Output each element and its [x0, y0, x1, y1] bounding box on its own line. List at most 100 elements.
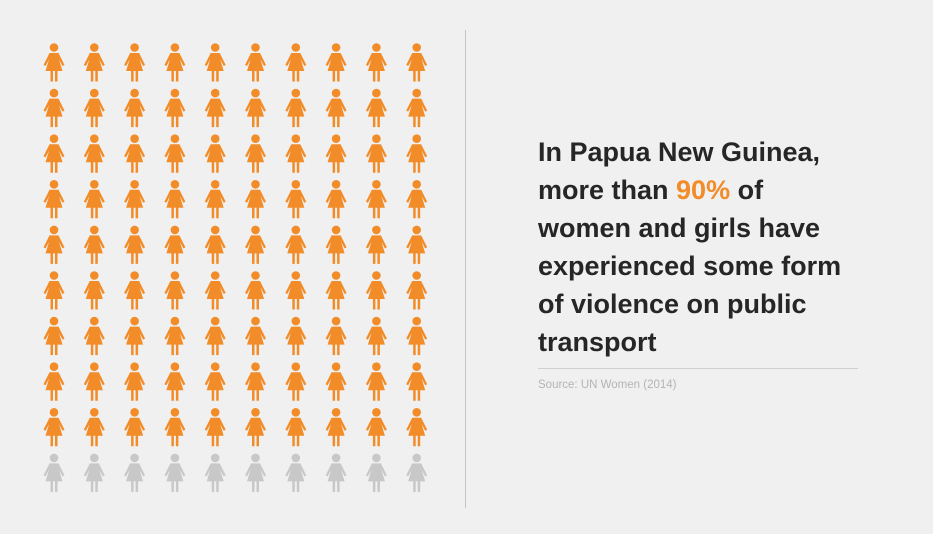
headline: In Papua New Guinea, more than 90% of wo…: [538, 133, 898, 361]
woman-icon-filled: [204, 180, 226, 219]
highlight-percent: 90%: [676, 175, 731, 205]
woman-icon-filled: [204, 362, 226, 401]
woman-icon-filled: [365, 408, 387, 447]
woman-icon-filled: [43, 225, 65, 264]
woman-icon-filled: [285, 180, 307, 219]
woman-icon-filled: [325, 408, 347, 447]
woman-icon-filled: [83, 316, 105, 356]
woman-icon-filled: [204, 271, 226, 310]
woman-icon-filled: [124, 225, 146, 264]
woman-icon-empty: [164, 453, 186, 492]
woman-icon-filled: [285, 316, 307, 356]
woman-icon-filled: [83, 271, 105, 310]
woman-icon-empty: [406, 453, 428, 492]
woman-icon-filled: [365, 225, 387, 264]
woman-icon-filled: [365, 43, 387, 82]
woman-icon-filled: [285, 88, 307, 128]
woman-icon-filled: [285, 225, 307, 264]
woman-icon-filled: [164, 362, 186, 401]
woman-icon-filled: [83, 43, 105, 82]
woman-icon-filled: [164, 225, 186, 264]
woman-icon-filled: [285, 134, 307, 173]
woman-icon-filled: [365, 88, 387, 128]
woman-icon-filled: [325, 362, 347, 401]
headline-line-2-suffix: of: [730, 175, 764, 205]
woman-icon-filled: [325, 43, 347, 82]
woman-icon-filled: [365, 362, 387, 401]
woman-icon-filled: [325, 225, 347, 264]
woman-icon-filled: [43, 88, 65, 128]
woman-icon-filled: [204, 316, 226, 356]
woman-icon-empty: [124, 453, 146, 492]
woman-icon-filled: [83, 408, 105, 447]
woman-icon-filled: [164, 271, 186, 310]
woman-icon-filled: [406, 271, 428, 310]
woman-icon-filled: [43, 43, 65, 82]
woman-icon-filled: [124, 88, 146, 128]
woman-icon-filled: [406, 362, 428, 401]
horizontal-rule: [538, 368, 858, 369]
woman-icon-filled: [245, 180, 266, 219]
woman-icon-filled: [204, 408, 226, 447]
woman-icon-filled: [245, 88, 266, 128]
woman-icon-filled: [164, 408, 186, 447]
woman-icon-filled: [204, 134, 226, 173]
woman-icon-filled: [365, 271, 387, 310]
woman-icon-filled: [204, 43, 226, 82]
woman-icon-filled: [204, 225, 226, 264]
headline-line-4: experienced some form: [538, 251, 842, 281]
woman-icon-empty: [285, 453, 307, 492]
headline-line-2-prefix: more than: [538, 175, 677, 205]
woman-icon-filled: [204, 88, 226, 128]
woman-icon-filled: [245, 316, 266, 356]
woman-icon-filled: [325, 316, 347, 356]
woman-icon-filled: [124, 43, 146, 82]
woman-icon-filled: [406, 225, 428, 264]
woman-icon-filled: [406, 408, 428, 447]
headline-line-5: of violence on public: [538, 289, 807, 319]
woman-icon-filled: [124, 134, 146, 173]
woman-icon-empty: [83, 453, 105, 492]
woman-icon-empty: [43, 453, 65, 492]
woman-icon-filled: [83, 225, 105, 264]
woman-icon-filled: [406, 88, 428, 128]
woman-icon-filled: [325, 88, 347, 128]
woman-icon-filled: [245, 134, 266, 173]
woman-icon-filled: [83, 88, 105, 128]
woman-icon-filled: [124, 408, 146, 447]
woman-icon-empty: [204, 453, 226, 492]
vertical-divider: [465, 30, 466, 508]
woman-icon-filled: [365, 134, 387, 173]
woman-icon-filled: [406, 316, 428, 356]
woman-icon-filled: [245, 225, 266, 264]
woman-icon-filled: [164, 134, 186, 173]
woman-icon-filled: [43, 180, 65, 219]
woman-icon-filled: [285, 271, 307, 310]
woman-icon-filled: [43, 362, 65, 401]
woman-icon-filled: [365, 316, 387, 356]
woman-icon-filled: [124, 180, 146, 219]
woman-icon-filled: [285, 43, 307, 82]
woman-icon-filled: [285, 408, 307, 447]
woman-icon-filled: [406, 134, 428, 173]
woman-icon-filled: [124, 316, 146, 356]
woman-icon-filled: [245, 408, 266, 447]
woman-icon-filled: [325, 271, 347, 310]
headline-line-3: women and girls have: [538, 213, 821, 243]
woman-icon-filled: [83, 180, 105, 219]
woman-icon-filled: [124, 271, 146, 310]
woman-icon-filled: [406, 43, 428, 82]
woman-icon-filled: [124, 362, 146, 401]
woman-icon-filled: [43, 271, 65, 310]
woman-icon-filled: [325, 180, 347, 219]
woman-icon-filled: [164, 43, 186, 82]
woman-icon-filled: [43, 408, 65, 447]
woman-icon-filled: [245, 362, 266, 401]
woman-icon-filled: [164, 88, 186, 128]
woman-icon-filled: [325, 134, 347, 173]
woman-icon-filled: [245, 271, 266, 310]
woman-icon-filled: [285, 362, 307, 401]
woman-icon-empty: [245, 453, 266, 492]
source-note: Source: UN Women (2014): [538, 379, 677, 391]
